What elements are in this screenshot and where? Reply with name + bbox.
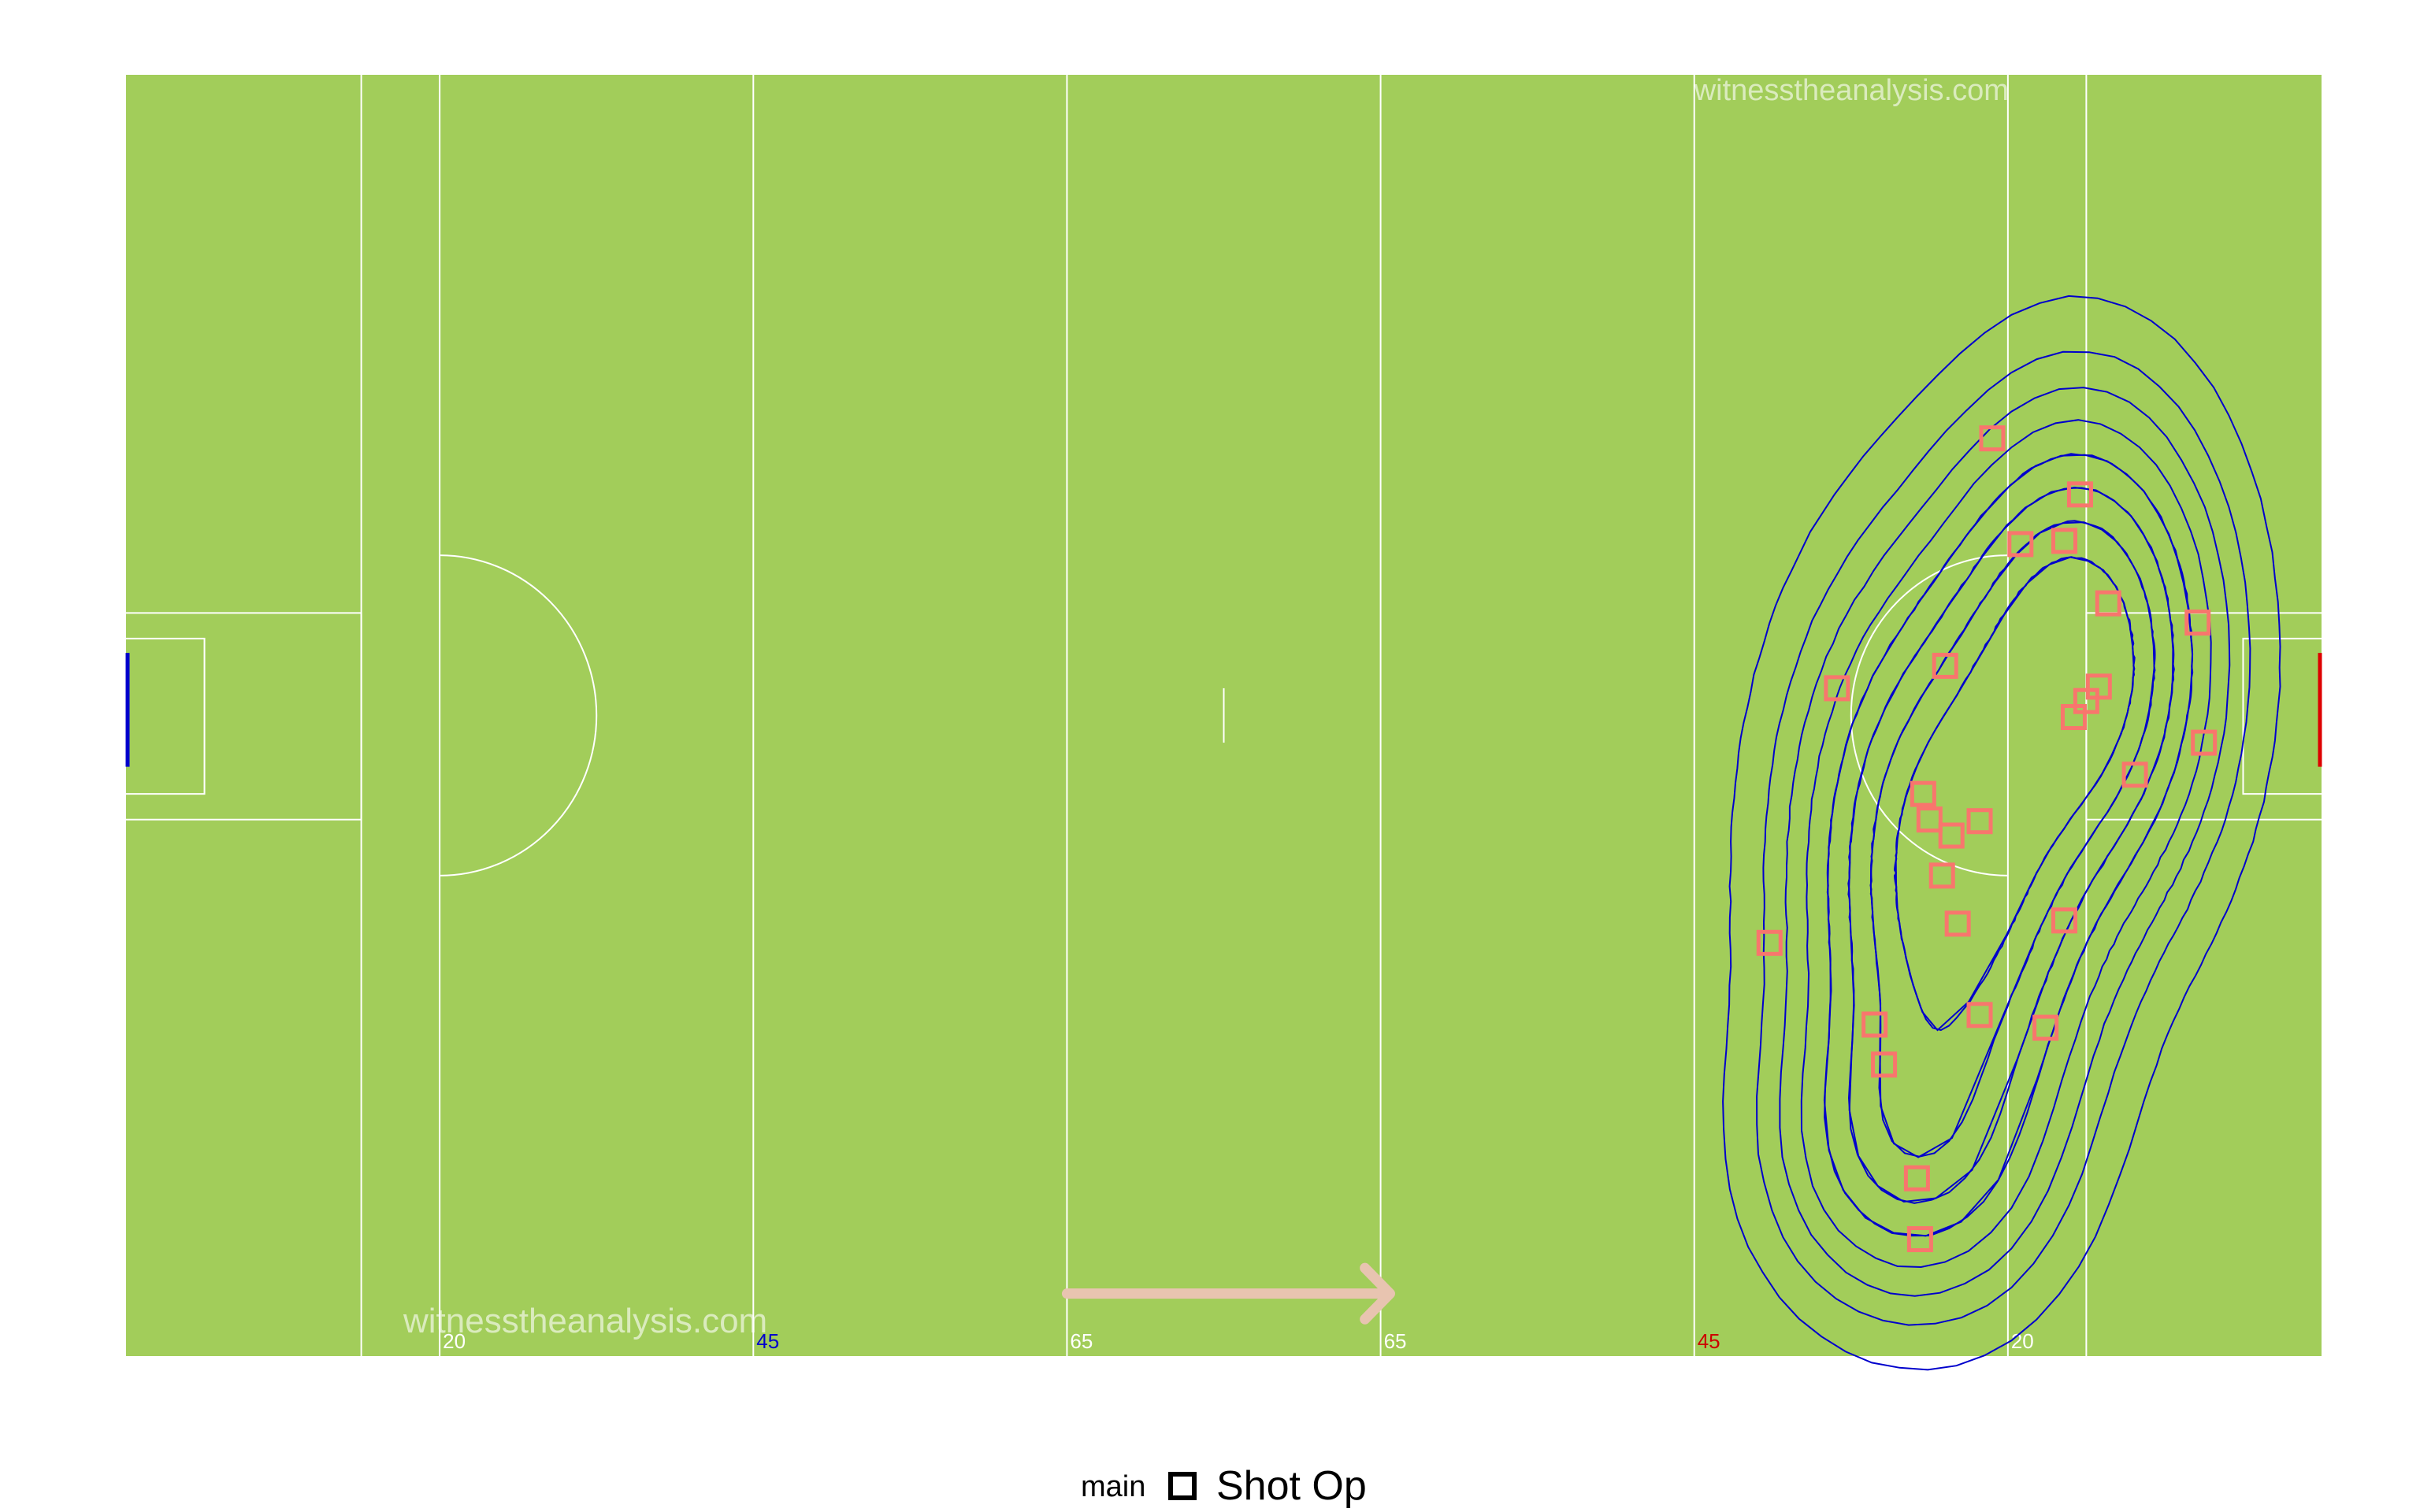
shot-point <box>1932 652 1958 679</box>
direction-arrow <box>1061 1262 1396 1325</box>
shot-point <box>2032 1014 2059 1041</box>
legend-marker <box>1168 1472 1197 1500</box>
contour <box>1779 387 2231 1297</box>
x-tick-label: 65 <box>1070 1329 1093 1353</box>
semicircle <box>1850 554 2008 876</box>
shot-point <box>1966 808 1993 835</box>
shot-point <box>1944 910 1971 937</box>
x-tick-label: 65 <box>1384 1329 1407 1353</box>
contour <box>1823 453 2194 1237</box>
shot-point <box>2184 610 2211 636</box>
shot-point <box>1756 929 1783 956</box>
shot-point <box>2121 762 2148 788</box>
shot-point <box>1824 675 1850 702</box>
shot-point <box>2095 590 2121 617</box>
shot-point <box>2051 907 2078 934</box>
shot-point <box>1871 1051 1898 1078</box>
watermark: witnesstheanalysis.com <box>403 1302 767 1340</box>
shot-point <box>2007 531 2034 558</box>
small-box <box>126 637 206 795</box>
shot-point <box>1938 822 1965 849</box>
small-box <box>2242 637 2322 795</box>
shot-point <box>1916 806 1943 833</box>
x-tick-label: 20 <box>443 1329 466 1353</box>
contour <box>1848 487 2175 1203</box>
shot-point <box>2060 704 2087 731</box>
watermark: witnesstheanalysis.com <box>1694 74 2009 107</box>
shot-point <box>1906 1226 1933 1253</box>
shot-point <box>1928 862 1955 889</box>
shot-point <box>2051 528 2078 554</box>
x-tick-label: 45 <box>756 1329 779 1353</box>
x-tick-label: 20 <box>2011 1329 2034 1353</box>
contour <box>1800 419 2212 1269</box>
shot-point <box>2066 481 2093 508</box>
shot-point <box>1979 425 2006 452</box>
contours <box>1722 295 2281 1371</box>
shot-point <box>1903 1165 1930 1191</box>
contour <box>1756 350 2251 1326</box>
shot-point <box>1966 1002 1993 1028</box>
legend-label: Shot Op <box>1216 1463 1367 1509</box>
shot-point <box>2191 729 2218 756</box>
shot-point <box>1861 1011 1888 1038</box>
shot-point <box>1910 780 1936 807</box>
legend-title: main <box>1081 1470 1145 1503</box>
x-tick-label: 45 <box>1698 1329 1720 1353</box>
large-box <box>126 612 362 821</box>
semicircle <box>440 554 598 876</box>
contour <box>1722 295 2281 1371</box>
